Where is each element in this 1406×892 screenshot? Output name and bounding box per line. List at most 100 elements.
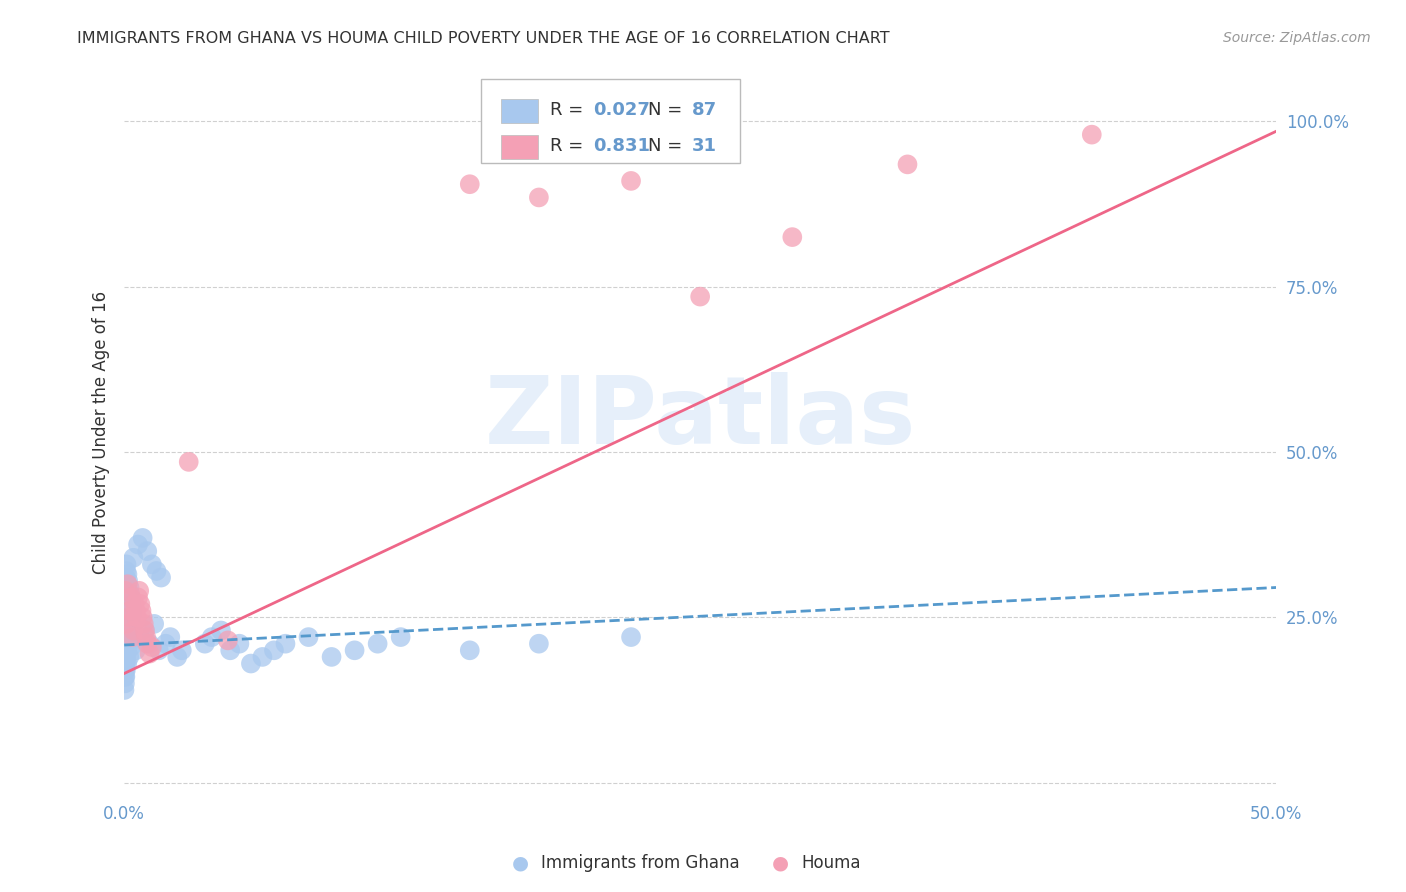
Point — [389, 630, 412, 644]
Point — [120, 591, 142, 605]
Point — [131, 610, 153, 624]
Point — [122, 550, 145, 565]
Point — [527, 637, 550, 651]
Point — [114, 583, 136, 598]
Point — [145, 564, 167, 578]
Point — [118, 649, 141, 664]
Point — [148, 643, 170, 657]
Text: Source: ZipAtlas.com: Source: ZipAtlas.com — [1223, 31, 1371, 45]
Point — [125, 610, 148, 624]
Point — [121, 630, 143, 644]
Point — [120, 640, 142, 654]
Point — [118, 604, 141, 618]
Point — [115, 564, 138, 578]
Point — [297, 630, 319, 644]
Point — [150, 571, 173, 585]
Point — [134, 624, 156, 638]
Point — [896, 157, 918, 171]
FancyBboxPatch shape — [481, 79, 741, 163]
Text: IMMIGRANTS FROM GHANA VS HOUMA CHILD POVERTY UNDER THE AGE OF 16 CORRELATION CHA: IMMIGRANTS FROM GHANA VS HOUMA CHILD POV… — [77, 31, 890, 46]
Point — [143, 616, 166, 631]
Point — [115, 637, 138, 651]
Point — [1081, 128, 1104, 142]
Point — [367, 637, 389, 651]
Point — [114, 649, 136, 664]
Point — [114, 591, 136, 605]
Point — [114, 663, 136, 677]
Point — [177, 455, 200, 469]
Point — [118, 581, 141, 595]
Point — [114, 657, 136, 671]
Point — [115, 583, 138, 598]
Point — [115, 630, 138, 644]
Point — [115, 604, 138, 618]
Point — [120, 614, 142, 628]
Point — [125, 643, 148, 657]
FancyBboxPatch shape — [501, 136, 537, 160]
Text: ●: ● — [772, 854, 789, 873]
Point — [118, 600, 141, 615]
Point — [114, 643, 136, 657]
Point — [118, 607, 141, 621]
Point — [131, 604, 153, 618]
Point — [170, 643, 193, 657]
Point — [252, 649, 274, 664]
Point — [135, 630, 157, 644]
Point — [129, 630, 152, 644]
Point — [239, 657, 262, 671]
Point — [118, 624, 141, 638]
Point — [620, 630, 643, 644]
Point — [115, 616, 138, 631]
Point — [274, 637, 297, 651]
Point — [136, 637, 159, 651]
Text: N =: N = — [648, 137, 689, 155]
Point — [115, 643, 138, 657]
Point — [124, 597, 146, 611]
Point — [120, 633, 142, 648]
Point — [120, 587, 142, 601]
Point — [118, 610, 141, 624]
Point — [159, 630, 181, 644]
Point — [117, 637, 139, 651]
Point — [114, 683, 136, 698]
Point — [141, 640, 163, 654]
Point — [114, 643, 136, 657]
Point — [458, 178, 481, 192]
Point — [115, 630, 138, 644]
Point — [138, 637, 160, 651]
Point — [120, 593, 142, 607]
Point — [115, 649, 138, 664]
Point — [219, 643, 242, 657]
Point — [114, 637, 136, 651]
Text: 87: 87 — [692, 101, 717, 119]
Point — [117, 604, 139, 618]
Point — [115, 643, 138, 657]
Point — [117, 587, 139, 601]
Point — [125, 604, 148, 618]
Text: N =: N = — [648, 101, 689, 119]
Point — [132, 616, 155, 631]
Point — [131, 531, 153, 545]
Point — [115, 624, 138, 638]
Point — [201, 630, 224, 644]
Text: Immigrants from Ghana: Immigrants from Ghana — [541, 855, 740, 872]
Point — [117, 637, 139, 651]
Text: R =: R = — [550, 101, 589, 119]
Point — [527, 190, 550, 204]
Point — [114, 663, 136, 677]
Point — [194, 637, 217, 651]
Text: ●: ● — [512, 854, 529, 873]
Text: ZIPatlas: ZIPatlas — [485, 372, 915, 464]
Point — [128, 583, 150, 598]
Point — [321, 649, 343, 664]
Point — [115, 616, 138, 631]
Point — [155, 637, 177, 651]
Text: Houma: Houma — [801, 855, 860, 872]
Point — [118, 610, 141, 624]
Point — [136, 544, 159, 558]
Point — [114, 676, 136, 690]
Point — [114, 657, 136, 671]
Point — [228, 637, 250, 651]
Y-axis label: Child Poverty Under the Age of 16: Child Poverty Under the Age of 16 — [93, 291, 110, 574]
Point — [121, 600, 143, 615]
